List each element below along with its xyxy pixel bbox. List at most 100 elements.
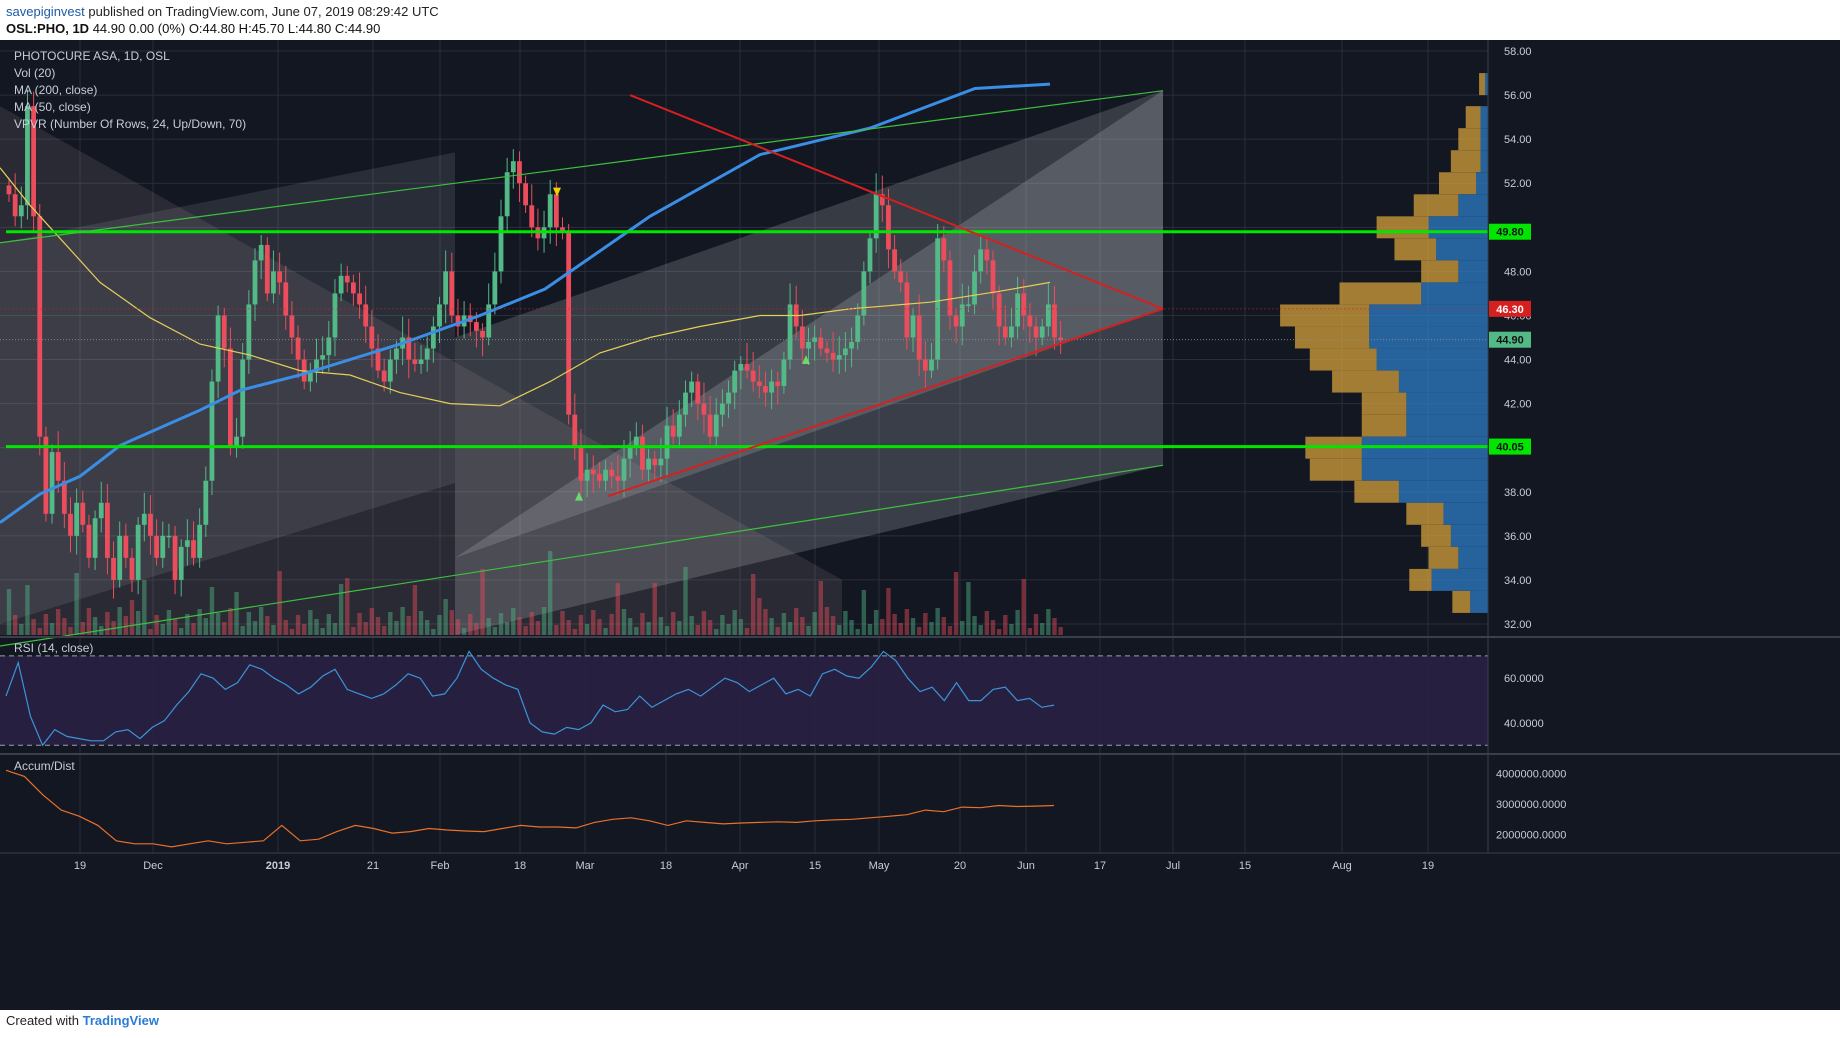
price-label-badge: 46.30 — [1489, 300, 1531, 317]
volume-bar — [314, 619, 319, 635]
candle — [744, 343, 750, 379]
candle — [818, 327, 824, 357]
volume-bar — [191, 623, 196, 635]
volume-profile — [1280, 73, 1488, 613]
volume-bar — [246, 612, 252, 635]
volume-bar — [892, 614, 897, 635]
candle — [258, 235, 264, 280]
volume-bar — [990, 620, 996, 635]
volume-bar — [517, 617, 522, 635]
volume-bar — [480, 569, 485, 635]
volume-bar — [781, 613, 787, 635]
volume-bar — [185, 614, 190, 635]
volume-bar — [437, 615, 442, 635]
candle — [836, 336, 842, 374]
candle — [799, 309, 805, 363]
author-link[interactable]: savepiginvest — [6, 4, 85, 19]
volume-bar — [554, 625, 559, 635]
volume-bar — [302, 624, 307, 635]
candle — [750, 351, 756, 392]
volume-bar — [664, 626, 670, 635]
candle — [74, 488, 80, 555]
candle — [720, 389, 725, 427]
volume-bar — [320, 628, 325, 635]
channel-upper-line — [0, 90, 1164, 244]
price-tick-label: 56.00 — [1504, 90, 1532, 102]
vpvr-row-down — [1465, 106, 1481, 129]
tradingview-logo[interactable]: TradingView — [82, 1013, 159, 1028]
candle — [781, 351, 787, 394]
volume-bar — [363, 622, 368, 635]
candle — [529, 184, 535, 238]
volume-bar — [1009, 624, 1014, 635]
volume-bar — [523, 626, 528, 635]
volume-bar — [996, 629, 1002, 635]
legend-title: PHOTOCURE ASA, 1D, OSL — [14, 49, 170, 63]
candle — [953, 307, 959, 344]
candle — [959, 283, 965, 346]
volume-bar — [74, 573, 79, 635]
candle — [689, 371, 695, 407]
candle — [504, 157, 510, 231]
volume-bar — [289, 629, 295, 635]
vpvr-row-down — [1421, 524, 1451, 547]
svg-text:46.30: 46.30 — [1496, 304, 1524, 316]
candle — [406, 318, 412, 379]
volume-bar — [806, 626, 811, 635]
candle — [707, 395, 713, 445]
candle — [566, 224, 572, 425]
date-tick-label: 2019 — [266, 860, 290, 872]
volume-bar — [621, 609, 627, 635]
volume-bar — [234, 592, 239, 635]
candle — [105, 484, 110, 575]
candle — [25, 89, 30, 220]
candle — [996, 285, 1002, 346]
volume-bar — [129, 600, 135, 635]
volume-bar — [861, 590, 867, 635]
date-tick-label: 19 — [74, 860, 86, 872]
candle — [197, 508, 203, 568]
created-with-text: Created with — [6, 1013, 79, 1028]
volume-bar — [843, 611, 848, 635]
candle — [123, 523, 129, 568]
volume-bar — [566, 620, 571, 635]
candle — [412, 343, 418, 372]
volume-bar — [787, 622, 793, 635]
vpvr-row-up — [1369, 304, 1488, 327]
candle — [160, 521, 166, 568]
volume-bar — [179, 628, 184, 635]
candle — [314, 338, 319, 383]
ad-tick-label: 3000000.0000 — [1496, 799, 1566, 811]
volume-bar — [326, 614, 331, 635]
candle — [80, 490, 86, 533]
volume-bar — [406, 616, 411, 635]
candle — [910, 307, 916, 352]
legend-vpvr: VPVR (Number Of Rows, 24, Up/Down, 70) — [14, 117, 246, 131]
vpvr-row-up — [1428, 216, 1488, 239]
volume-bar — [1015, 610, 1020, 635]
volume-bar — [627, 618, 633, 635]
vpvr-row-down — [1421, 260, 1459, 283]
candle — [904, 272, 910, 350]
candle — [572, 393, 578, 460]
rsi-tick-label: 60.0000 — [1504, 673, 1544, 685]
chart-canvas[interactable]: PHOTOCURE ASA, 1D, OSL Vol (20) MA (200,… — [0, 40, 1840, 1010]
volume-bar — [461, 628, 467, 635]
candle — [1027, 303, 1033, 344]
volume-bar — [332, 623, 338, 635]
volume-bar — [6, 589, 12, 635]
price-label-badge: 40.05 — [1489, 438, 1531, 455]
candle — [141, 492, 147, 542]
candle — [289, 301, 295, 355]
candle — [449, 252, 455, 324]
volume-bar — [1058, 627, 1063, 635]
candle — [867, 230, 873, 284]
vpvr-row-up — [1398, 370, 1488, 393]
vpvr-row-down — [1428, 546, 1459, 569]
candle — [338, 263, 344, 302]
vpvr-row-down — [1413, 194, 1459, 217]
candle — [898, 259, 904, 293]
candle — [178, 539, 184, 597]
volume-bar — [960, 621, 965, 635]
candle — [498, 199, 504, 284]
